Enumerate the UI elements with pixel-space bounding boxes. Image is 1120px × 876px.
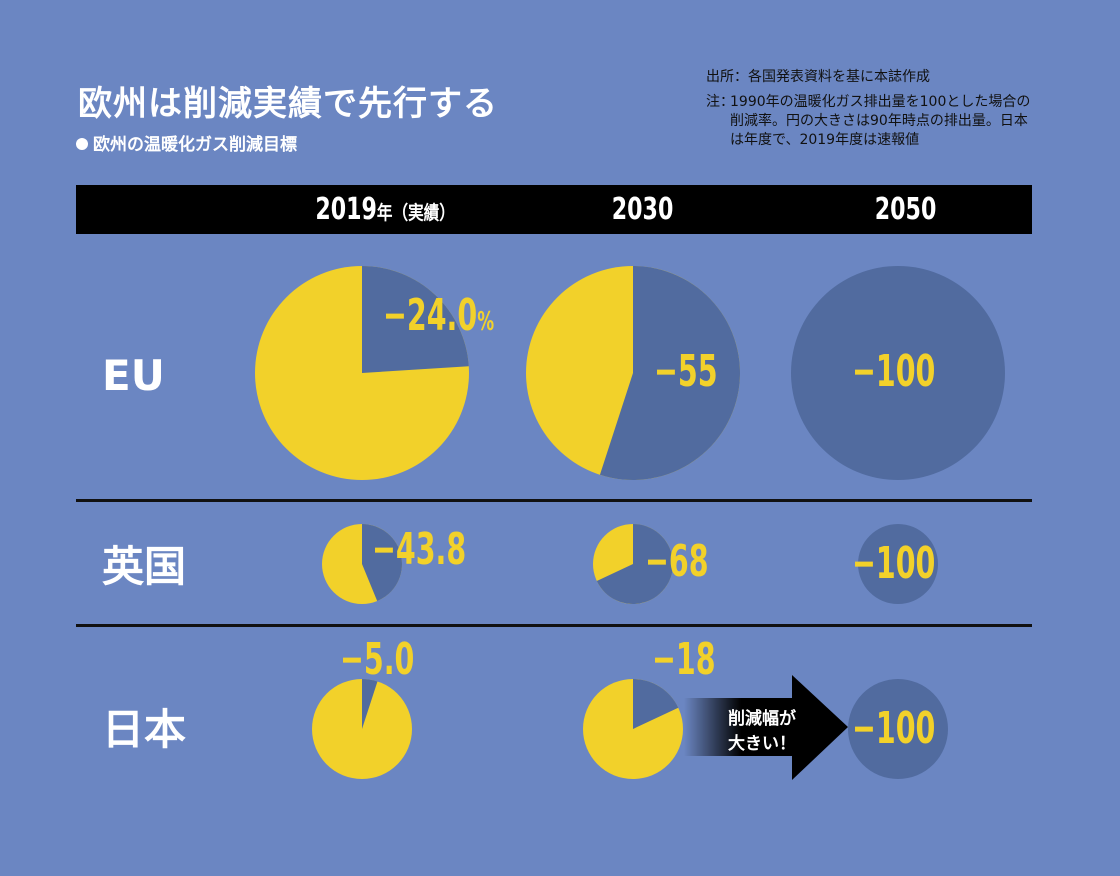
value-label-2-0: −5.0 <box>340 634 415 685</box>
value-unit: % <box>477 307 495 337</box>
subtitle-text: 欧州の温暖化ガス削減目標 <box>93 135 297 155</box>
row-label-eu: EU <box>102 351 165 400</box>
source-note: 出所：各国発表資料を基に本誌作成 <box>706 69 930 85</box>
value-label-0-1: −55 <box>654 346 718 397</box>
pie-reduction-slice-1-0 <box>362 524 402 602</box>
pie-reduction-slice-0-1 <box>599 266 740 480</box>
footnote-text: 1990年の温暖化ガス排出量を100とした場合の削減率。円の大きさは90年時点の… <box>730 94 1031 148</box>
pie-reduction-slice-0-0 <box>362 266 469 373</box>
bullet-dot <box>76 138 88 150</box>
row-divider-1 <box>76 499 1032 502</box>
pie-remaining-1-2 <box>858 524 938 604</box>
row-divider-2 <box>76 624 1032 627</box>
callout-line-2: 大きい！ <box>728 734 796 754</box>
callout-arrow <box>684 675 848 780</box>
column-header-bar <box>76 185 1032 234</box>
chart-subtitle: 欧州の温暖化ガス削減目標 <box>76 130 297 155</box>
value-label-2-2: −100 <box>852 703 936 754</box>
column-2019-suffix: 年（実績） <box>376 202 455 224</box>
callout-label: 削減幅が 大きい！ <box>728 707 796 757</box>
pie-reduction-slice-2-1 <box>633 679 679 729</box>
pie-remaining-2-2 <box>848 679 948 779</box>
value-label-1-1: −68 <box>645 536 709 587</box>
pie-reduction-slice-1-1 <box>596 524 673 604</box>
value-label-2-1: −18 <box>652 634 716 685</box>
value-label-1-0: −43.8 <box>372 524 467 575</box>
pie-remaining-0-2 <box>791 266 1005 480</box>
value-label-0-2: −100 <box>852 346 936 397</box>
row-label-japan: 日本 <box>102 705 187 754</box>
pie-reduction-slice-2-0 <box>362 679 378 729</box>
footnote: 注： 1990年の温暖化ガス排出量を100とした場合の削減率。円の大きさは90年… <box>706 93 1036 150</box>
callout-line-1: 削減幅が <box>728 709 796 729</box>
column-label-2019: 2019年（実績） <box>315 193 455 230</box>
column-2019-year: 2019 <box>315 192 377 227</box>
value-label-1-2: −100 <box>852 538 936 589</box>
chart-title: 欧州は削減実績で先行する <box>78 84 498 124</box>
row-label-uk: 英国 <box>102 542 187 591</box>
footnote-prefix: 注： <box>706 94 734 110</box>
column-label-2050: 2050 <box>874 192 937 227</box>
value-label-0-0: −24.0% <box>383 290 495 341</box>
column-label-2030: 2030 <box>611 192 674 227</box>
